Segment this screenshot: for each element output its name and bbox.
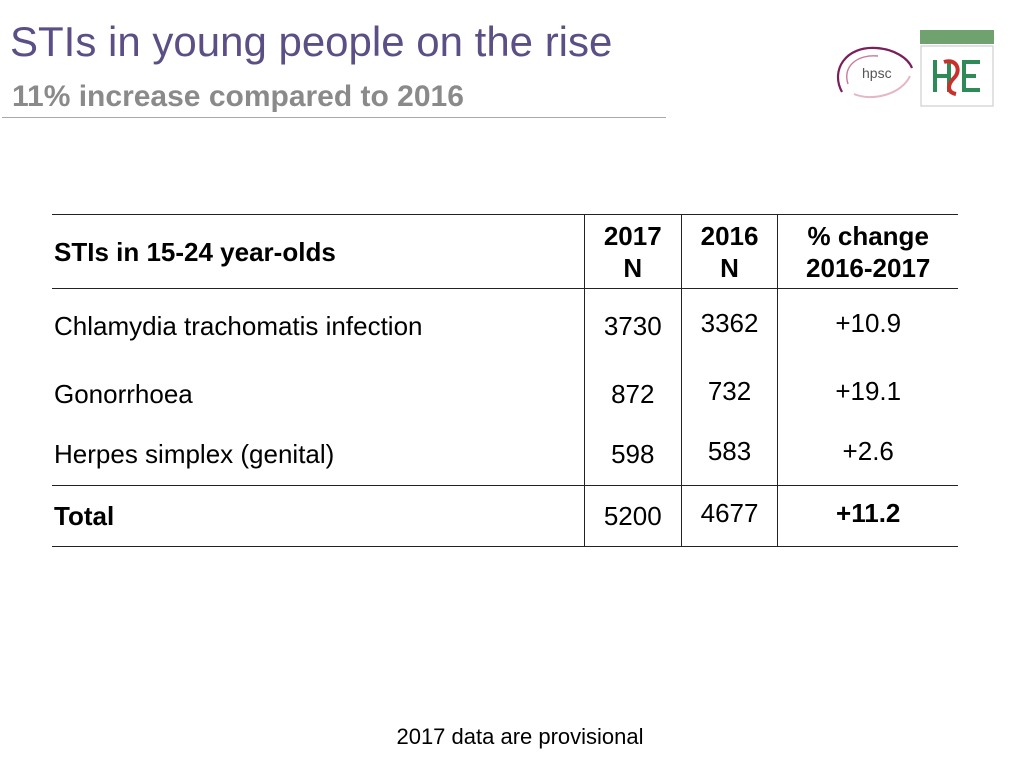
total-2016-text: 4677 [700, 497, 759, 528]
hse-logo-e-bottom [962, 88, 980, 92]
hse-logo-h-bar [933, 74, 951, 78]
header-2016-unit: N [720, 252, 739, 283]
hpsc-logo-text: hpsc [862, 65, 892, 81]
total-2017-value: 5200 [583, 485, 682, 547]
hse-logo-e-mid [962, 74, 976, 78]
row-change-text: +2.6 [842, 436, 894, 467]
slide-subtitle: 11% increase compared to 2016 [12, 80, 464, 113]
header-change-range: 2016-2017 [806, 252, 931, 283]
hse-logo-e-top [962, 60, 980, 64]
row-change-value: +19.1 [777, 363, 958, 425]
row-name: Herpes simplex (genital) [54, 439, 335, 470]
row-2016-text: 732 [707, 375, 752, 406]
row-2017-value: 598 [583, 424, 682, 486]
row-2017-value: 3730 [583, 288, 682, 364]
row-name: Gonorrhoea [54, 378, 193, 409]
row-change-value: +2.6 [777, 424, 958, 486]
row-2016-value: 3362 [680, 288, 778, 364]
table-total-row: Total 5200 4677 +11.2 [52, 485, 958, 547]
header-2016-year: 2016 [700, 220, 759, 251]
table-row: Chlamydia trachomatis infection 3730 336… [52, 288, 958, 364]
hpsc-logo-swoosh-inner [846, 55, 879, 85]
total-label: Total [52, 485, 585, 547]
total-change-text: +11.2 [836, 497, 901, 528]
hse-logo [920, 30, 994, 107]
row-2016-value: 583 [680, 424, 778, 486]
row-2017-value: 872 [583, 363, 682, 425]
hse-logo-band [920, 30, 994, 44]
hpsc-logo-swoosh [836, 46, 914, 93]
slide-title: STIs in young people on the rise [10, 18, 613, 65]
row-change-text: +19.1 [835, 375, 902, 406]
header-change: % change 2016-2017 [777, 214, 958, 289]
row-2016-text: 583 [707, 436, 752, 467]
total-2016-value: 4677 [680, 485, 778, 547]
header-2017: 2017 N [583, 214, 682, 289]
row-2016-text: 3362 [700, 307, 759, 338]
header-2017-unit: N [623, 252, 643, 283]
table-row: Gonorrhoea 872 732 +19.1 [52, 363, 958, 425]
header-2017-year: 2017 [603, 220, 662, 251]
hpsc-logo-swoosh-lower [853, 75, 911, 99]
sti-statistics-table: STIs in 15-24 year-olds 2017 N 2016 N % … [52, 214, 958, 547]
hpsc-logo: hpsc [836, 46, 914, 99]
total-change-value: +11.2 [777, 485, 958, 547]
title-underline [2, 117, 666, 118]
row-change-text: +10.9 [835, 307, 902, 338]
row-name: Chlamydia trachomatis infection [54, 310, 423, 341]
header-change-title: % change [807, 220, 929, 251]
provisional-footnote: 2017 data are provisional [396, 724, 644, 749]
header-2016: 2016 N [680, 214, 778, 289]
row-2016-value: 732 [680, 363, 778, 425]
header-label: STIs in 15-24 year-olds [52, 214, 585, 289]
table-header-row: STIs in 15-24 year-olds 2017 N 2016 N % … [52, 214, 958, 289]
hse-logo-s-swoosh [943, 59, 960, 96]
table-row: Herpes simplex (genital) 598 583 +2.6 [52, 424, 958, 486]
row-change-value: +10.9 [777, 288, 958, 364]
